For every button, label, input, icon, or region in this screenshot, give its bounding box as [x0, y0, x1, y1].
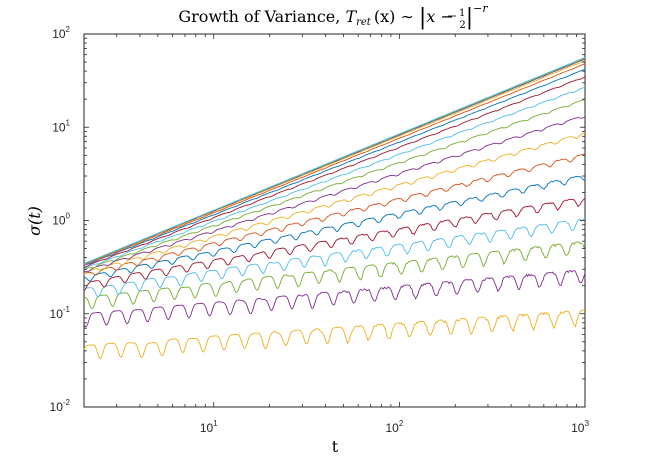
y-tick-label: 101	[52, 118, 70, 134]
y-tick-label: 102	[52, 25, 70, 41]
series-line	[83, 86, 586, 269]
chart-title: Growth of Variance, Tret (x) ∼ |x − 1 2|−r	[178, 2, 488, 31]
y-tick-label: 100	[52, 212, 70, 228]
series-line	[83, 99, 586, 270]
series-line	[83, 197, 586, 291]
series-line	[83, 175, 586, 282]
series-line	[83, 60, 586, 265]
series-line	[83, 270, 586, 328]
y-axis-label: σ(t)	[25, 206, 44, 236]
y-tick-label: 10-1	[50, 305, 71, 321]
series-line	[83, 76, 586, 268]
y-tick-label: 10-2	[50, 398, 71, 414]
series-line	[83, 241, 586, 310]
series-line	[83, 116, 586, 273]
series-line	[83, 218, 586, 298]
series-line	[83, 69, 586, 266]
series-line	[83, 63, 586, 266]
x-tick-label: 102	[385, 419, 403, 435]
series-line	[83, 132, 586, 275]
tick-layer: 101 102 103 10-2 10-1 100 101 102	[50, 25, 590, 435]
x-tick-label: 101	[200, 419, 218, 435]
x-tick-label: 103	[571, 419, 589, 435]
series-line	[83, 57, 586, 265]
series-line	[83, 309, 586, 359]
x-axis-label: t	[332, 437, 339, 456]
series-line	[83, 153, 586, 276]
series-layer	[83, 57, 586, 359]
